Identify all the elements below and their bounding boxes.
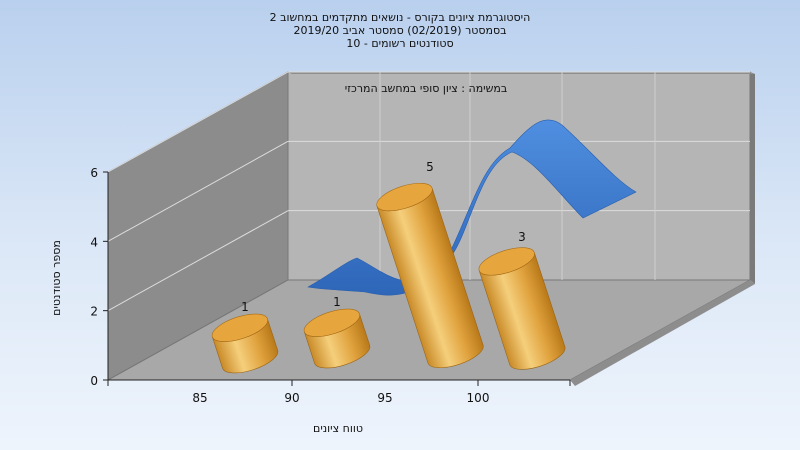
gridline-side: [107, 71, 289, 173]
chart-title-line-2: בסמסטר (02/2019) סמסטר אביב 2019/20: [293, 24, 507, 37]
x-axis-label: טווח ציונים: [313, 422, 363, 435]
x-tick-label: 100: [467, 391, 490, 405]
box-edge-right: [750, 72, 755, 284]
box-edge-bottom: [570, 280, 755, 386]
axis-layer: 0 2 4 6 85 90 95 100: [90, 166, 571, 405]
gridline-side: [107, 210, 289, 312]
bar-data-label: 1: [333, 295, 341, 309]
chart-title-line-3: סטודנטים רשומים - 10: [346, 37, 454, 50]
x-tick-label: 85: [192, 391, 207, 405]
y-tick-label: 4: [90, 235, 98, 249]
chart-subtitle: במשימה : ציון סופי במחשב המרכזי: [345, 82, 508, 95]
y-tick-label: 6: [90, 166, 98, 180]
chart-title: היסטוגרמת ציונים בקורס - נושאים מתקדמים …: [0, 11, 800, 50]
bar-data-label: 1: [241, 300, 249, 314]
bar-top: [211, 313, 268, 342]
chart-title-line-1: היסטוגרמת ציונים בקורס - נושאים מתקדמים …: [269, 11, 531, 24]
bar-data-label: 3: [518, 230, 526, 244]
gridline-side: [107, 140, 289, 242]
y-tick-label: 0: [90, 374, 98, 388]
bar-top: [303, 308, 360, 337]
y-axis-label: מספר סטודנטים: [50, 240, 63, 316]
bar-layer: 1 1 5 3: [211, 160, 566, 374]
y-tick-label: 2: [90, 305, 98, 319]
bar-data-label: 5: [426, 160, 434, 174]
bar-top: [376, 182, 433, 212]
x-tick-label: 90: [284, 391, 299, 405]
x-tick-label: 95: [377, 391, 392, 405]
bar-top: [478, 247, 535, 276]
